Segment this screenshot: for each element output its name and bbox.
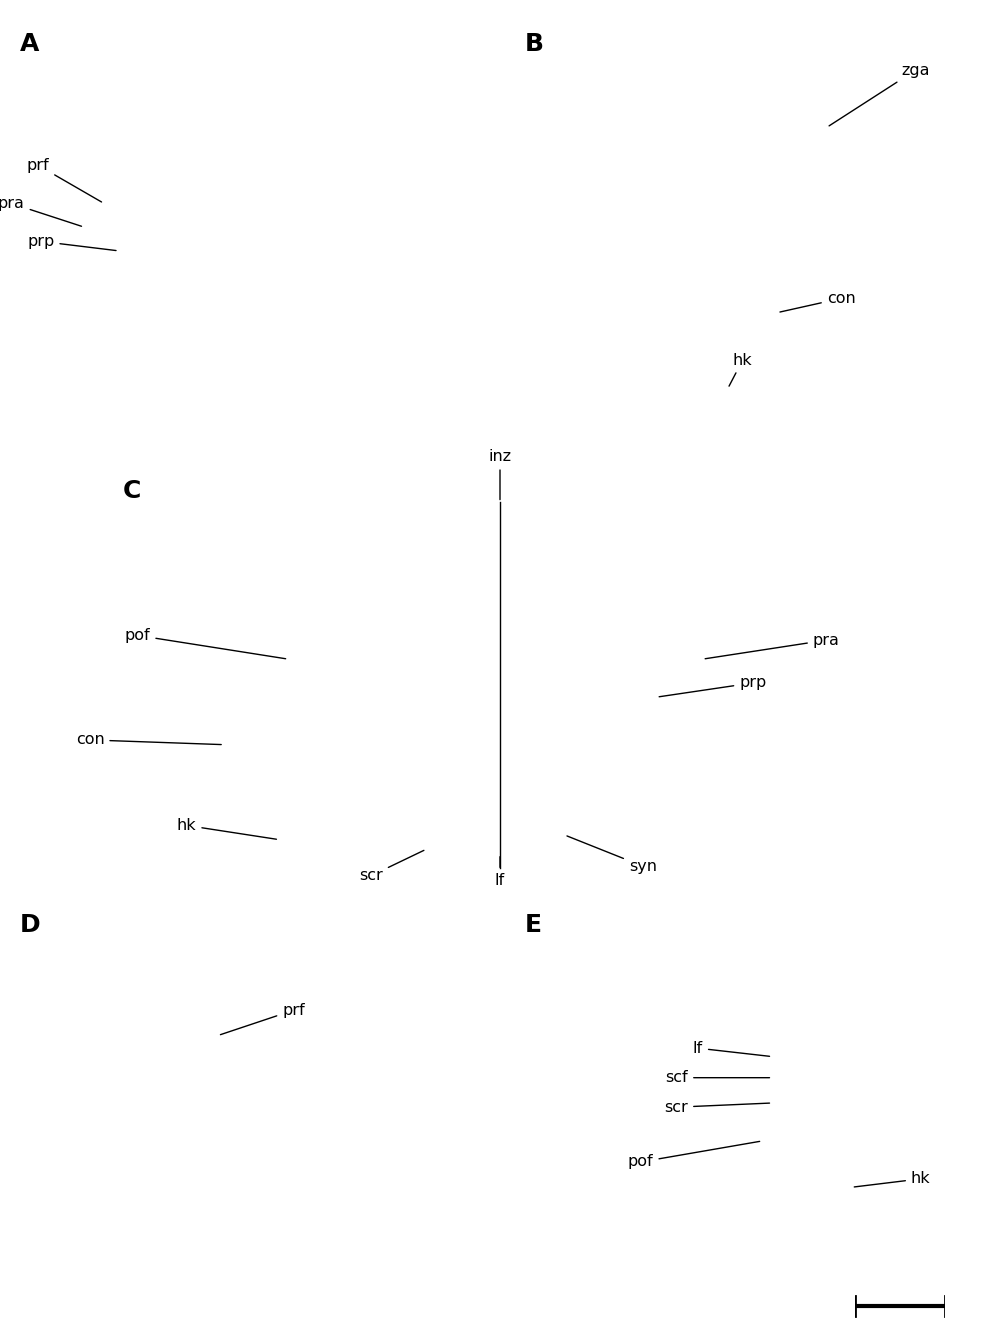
Text: scf: scf	[666, 1070, 770, 1085]
Text: prp: prp	[27, 234, 116, 250]
Text: D: D	[20, 914, 40, 938]
Text: hk: hk	[177, 818, 276, 839]
Text: syn: syn	[567, 836, 657, 874]
Text: inz: inz	[488, 450, 512, 499]
Text: zga: zga	[829, 63, 930, 126]
Text: scr: scr	[359, 851, 424, 883]
Text: con: con	[780, 290, 856, 312]
Text: hk: hk	[854, 1171, 931, 1187]
Text: pra: pra	[705, 633, 840, 658]
Text: lf: lf	[495, 856, 505, 888]
Text: A: A	[20, 32, 39, 56]
Text: lf: lf	[693, 1041, 770, 1056]
Text: pof: pof	[628, 1141, 760, 1169]
Text: con: con	[76, 732, 221, 748]
Text: C: C	[123, 479, 141, 503]
Text: B: B	[525, 32, 544, 56]
Text: hk: hk	[729, 353, 752, 387]
Text: pof: pof	[125, 628, 286, 658]
Text: scr: scr	[664, 1100, 770, 1115]
Text: pra: pra	[0, 195, 82, 226]
Text: prf: prf	[27, 158, 102, 202]
Text: E: E	[525, 914, 542, 938]
Text: prp: prp	[659, 676, 766, 697]
Text: prf: prf	[220, 1002, 305, 1034]
